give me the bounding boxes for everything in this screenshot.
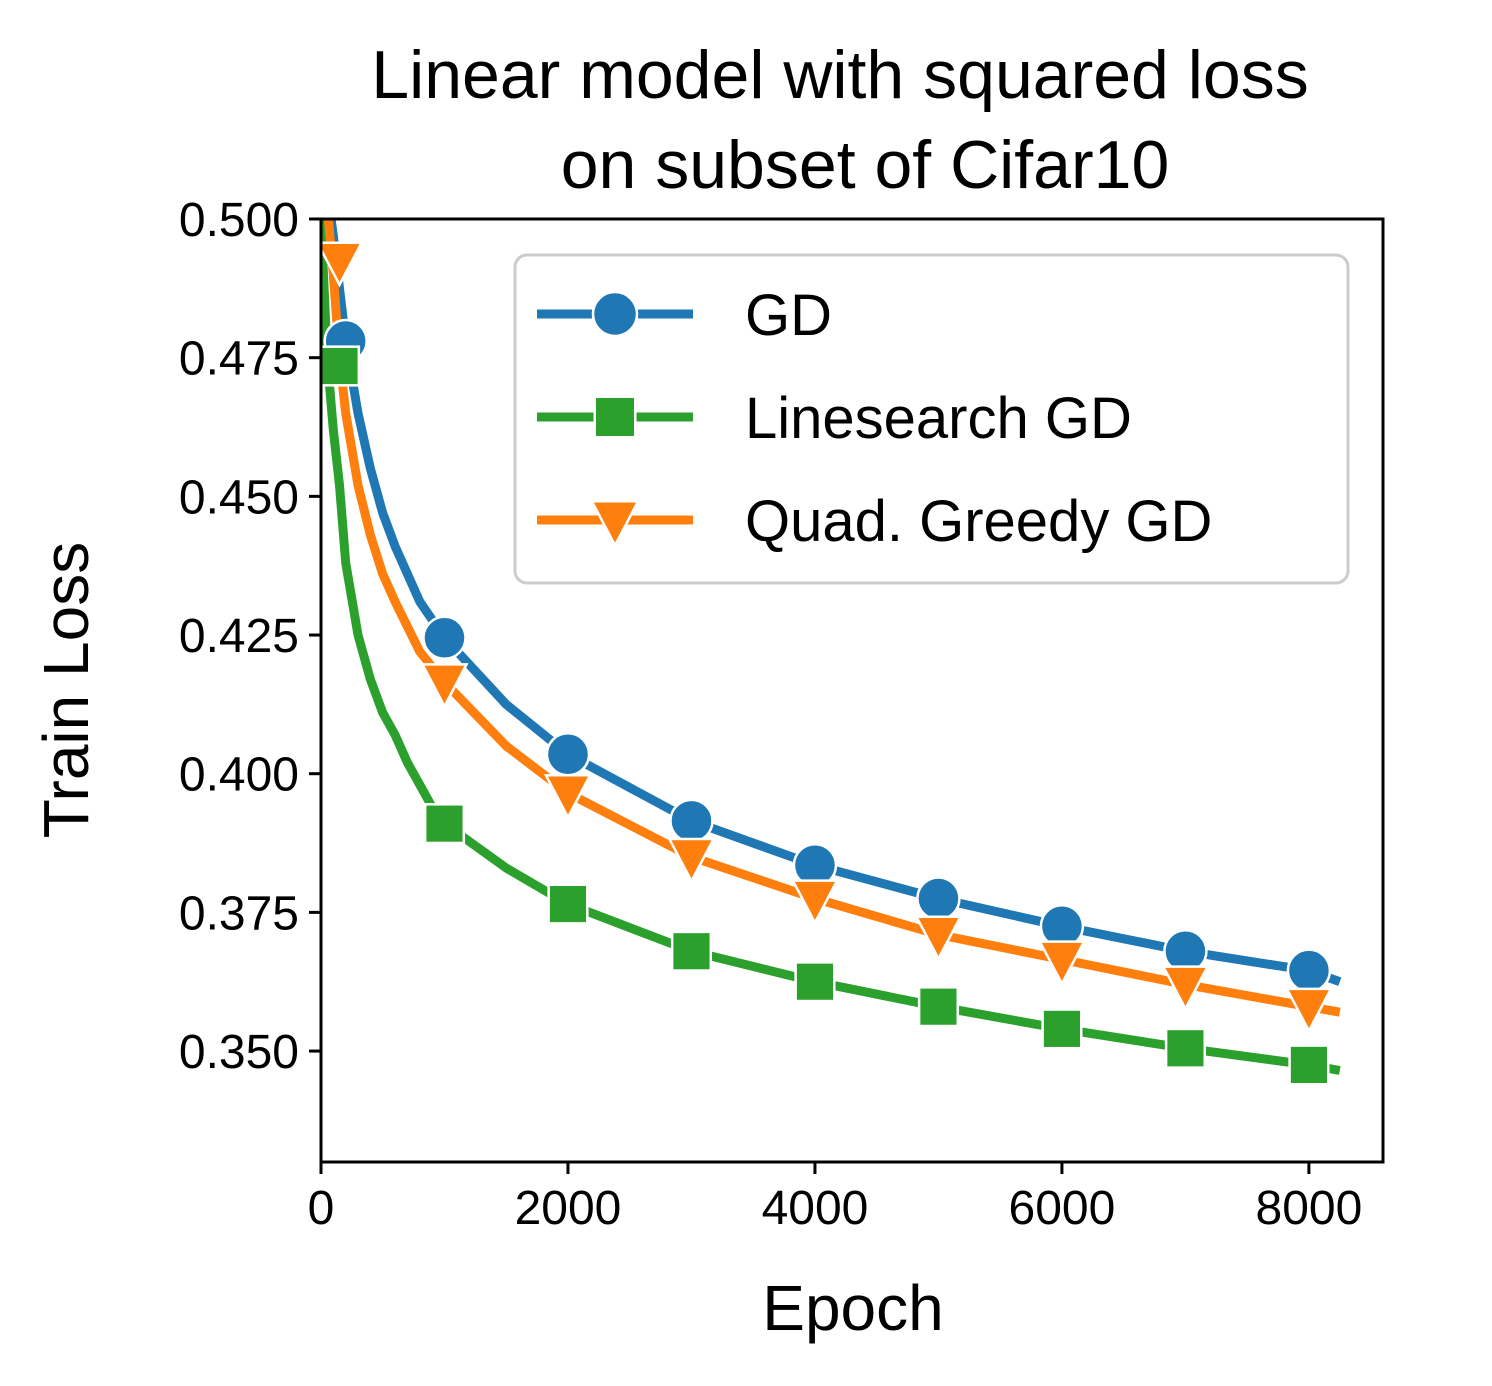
y-axis-label: Train Loss — [30, 542, 102, 838]
y-tick-label: 0.375 — [179, 887, 299, 940]
legend-label-quad-greedy-gd: Quad. Greedy GD — [745, 489, 1212, 554]
marker-linesearch-gd — [1164, 1027, 1206, 1069]
plot-frame — [319, 217, 1385, 1164]
series-line-linesearch-gd — [321, 219, 1341, 1075]
legend: GD Linesearch GD Quad. Greedy GD — [513, 253, 1350, 585]
marker-linesearch-gd — [670, 930, 713, 972]
y-axis-ticks: 0.350 0.375 0.400 0.425 0.450 0.475 0.500 — [179, 194, 321, 1079]
legend-label-gd: GD — [745, 283, 832, 348]
legend-label-linesearch-gd: Linesearch GD — [745, 386, 1132, 451]
legend-box — [513, 253, 1350, 585]
x-tick-label: 0 — [308, 1182, 335, 1235]
marker-linesearch-gd — [318, 345, 361, 387]
x-tick-label: 8000 — [1256, 1182, 1363, 1235]
marker-linesearch-gd — [794, 961, 836, 1003]
y-tick-label: 0.350 — [179, 1026, 299, 1079]
y-tick-label: 0.425 — [179, 610, 299, 663]
marker-linesearch-gd — [423, 803, 466, 845]
marker-quad-greedy-gd — [1161, 965, 1210, 1012]
y-tick-label: 0.475 — [179, 333, 299, 386]
marker-linesearch-gd — [1041, 1008, 1083, 1050]
marker-gd — [669, 798, 714, 844]
chart-title-line-2: on subset of Cifar10 — [561, 127, 1170, 203]
y-tick-label: 0.400 — [179, 749, 299, 802]
x-tick-label: 6000 — [1009, 1182, 1116, 1235]
marker-quad-greedy-gd — [1284, 987, 1334, 1034]
marker-quad-greedy-gd — [914, 915, 963, 962]
marker-gd — [916, 876, 961, 921]
x-axis-ticks: 0 2000 4000 6000 8000 — [308, 1162, 1363, 1235]
marker-layer — [315, 241, 1334, 1086]
x-tick-label: 2000 — [515, 1182, 622, 1235]
marker-quad-greedy-gd — [667, 837, 716, 884]
x-tick-label: 4000 — [762, 1182, 869, 1235]
marker-gd — [545, 732, 591, 777]
marker-quad-greedy-gd — [315, 241, 364, 288]
marker-quad-greedy-gd — [420, 663, 469, 710]
legend-marker-gd — [591, 290, 639, 338]
y-tick-label: 0.450 — [179, 471, 299, 524]
legend-marker-quad-greedy-gd — [589, 500, 641, 548]
marker-linesearch-gd — [1288, 1044, 1330, 1086]
marker-gd — [422, 615, 467, 661]
marker-linesearch-gd — [547, 883, 589, 925]
y-tick-label: 0.500 — [179, 194, 299, 247]
marker-quad-greedy-gd — [1037, 940, 1087, 987]
marker-quad-greedy-gd — [790, 879, 840, 926]
legend-marker-linesearch-gd — [593, 395, 637, 439]
x-axis-label: Epoch — [762, 1272, 943, 1344]
marker-gd — [1286, 948, 1332, 993]
chart-title-line-1: Linear model with squared loss — [371, 37, 1308, 113]
marker-linesearch-gd — [917, 986, 960, 1028]
marker-quad-greedy-gd — [543, 774, 593, 820]
